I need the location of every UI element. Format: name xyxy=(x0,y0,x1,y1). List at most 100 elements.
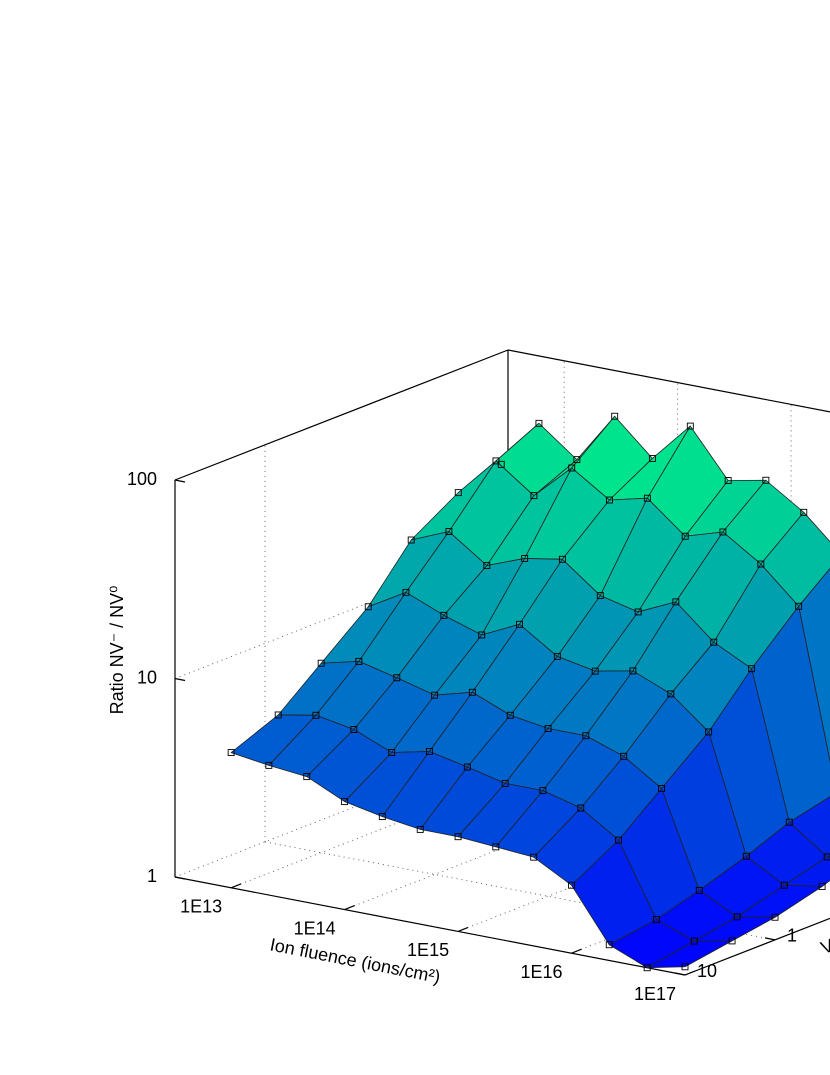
data-point xyxy=(539,787,547,795)
data-point xyxy=(506,711,514,719)
data-point xyxy=(544,725,552,732)
y-tick-label: 1 xyxy=(787,926,797,946)
tick-mark xyxy=(674,972,686,976)
x-tick-label: 1E17 xyxy=(634,984,676,1004)
data-point xyxy=(591,667,599,675)
data-point xyxy=(800,508,808,516)
tick-mark xyxy=(174,479,186,483)
data-point xyxy=(478,631,486,639)
data-point xyxy=(596,592,604,600)
x-tick-label: 1E13 xyxy=(180,897,222,917)
data-point xyxy=(227,749,235,757)
data-point xyxy=(643,494,651,502)
data-point xyxy=(530,492,538,500)
tick-mark xyxy=(457,926,469,932)
data-point xyxy=(568,464,576,472)
data-point xyxy=(265,761,273,769)
data-point xyxy=(795,602,803,610)
data-point xyxy=(771,913,779,921)
data-point xyxy=(535,419,543,427)
data-point xyxy=(303,773,311,781)
data-point xyxy=(454,833,462,841)
data-point xyxy=(454,489,462,497)
x-tick-label: 1E15 xyxy=(407,940,449,960)
tick-mark xyxy=(571,948,582,954)
data-point xyxy=(568,881,575,889)
axis-line xyxy=(507,349,830,413)
data-point xyxy=(553,652,561,660)
data-point xyxy=(785,818,793,826)
data-point xyxy=(388,749,396,756)
data-point xyxy=(274,711,282,719)
data-point xyxy=(577,804,585,812)
data-point xyxy=(648,454,656,462)
data-point xyxy=(672,598,680,606)
z-tick-label: 1 xyxy=(147,866,157,886)
data-point xyxy=(719,528,727,536)
data-point xyxy=(705,728,713,736)
data-point xyxy=(757,560,765,568)
data-point xyxy=(615,836,623,844)
data-point xyxy=(728,937,736,945)
data-point xyxy=(634,608,642,616)
grid-line xyxy=(507,349,830,413)
data-point xyxy=(643,964,651,972)
data-point xyxy=(695,886,703,894)
data-point xyxy=(762,476,770,484)
data-point xyxy=(355,657,363,665)
plot-area: 1E13 1E14 1E15 1E16 1E17 10 1 1 10 100 xyxy=(127,349,830,1004)
data-point xyxy=(818,883,826,890)
data-point xyxy=(501,779,509,787)
data-point xyxy=(425,748,433,755)
data-point xyxy=(652,916,660,923)
data-point xyxy=(407,536,415,544)
z-tick-label: 10 xyxy=(137,667,157,687)
tick-mark xyxy=(174,876,186,880)
tick-mark xyxy=(230,883,242,889)
data-point xyxy=(733,913,741,921)
data-point xyxy=(606,496,613,504)
data-point xyxy=(724,477,732,484)
data-point xyxy=(710,638,718,646)
tick-mark xyxy=(764,937,776,941)
data-point xyxy=(317,659,325,667)
data-point xyxy=(312,711,320,719)
axis-line xyxy=(174,876,686,976)
x-tick-label: 1E14 xyxy=(294,918,336,938)
tick-mark xyxy=(344,905,355,911)
data-point xyxy=(690,937,698,945)
data-point xyxy=(463,763,471,771)
data-point xyxy=(582,732,590,740)
surface-patch xyxy=(646,940,733,969)
data-point xyxy=(440,611,448,619)
data-point xyxy=(402,588,410,596)
data-point xyxy=(431,691,439,699)
data-point xyxy=(492,843,500,851)
x-tick-label: 1E16 xyxy=(521,962,563,982)
z-axis-label: Ratio NV⁻ / NV⁰ xyxy=(107,586,127,715)
data-point xyxy=(393,674,401,682)
data-point xyxy=(658,784,666,792)
data-point xyxy=(686,422,694,430)
axis-line xyxy=(174,349,509,481)
data-point xyxy=(497,460,505,468)
data-point xyxy=(620,752,628,760)
tick-mark xyxy=(174,677,186,682)
data-point xyxy=(742,852,750,860)
data-point xyxy=(483,562,491,570)
data-point xyxy=(521,554,529,562)
data-point xyxy=(780,881,788,889)
data-point xyxy=(681,532,689,540)
data-point xyxy=(573,456,581,464)
data-point xyxy=(530,853,538,861)
data-point xyxy=(378,813,386,821)
data-point xyxy=(605,941,613,949)
data-point xyxy=(611,412,619,420)
data-point xyxy=(681,963,689,971)
data-point xyxy=(350,726,358,733)
data-point xyxy=(823,853,830,861)
tick-mark xyxy=(684,970,696,976)
data-point xyxy=(748,665,756,673)
y-axis-label: V xyxy=(818,935,830,958)
